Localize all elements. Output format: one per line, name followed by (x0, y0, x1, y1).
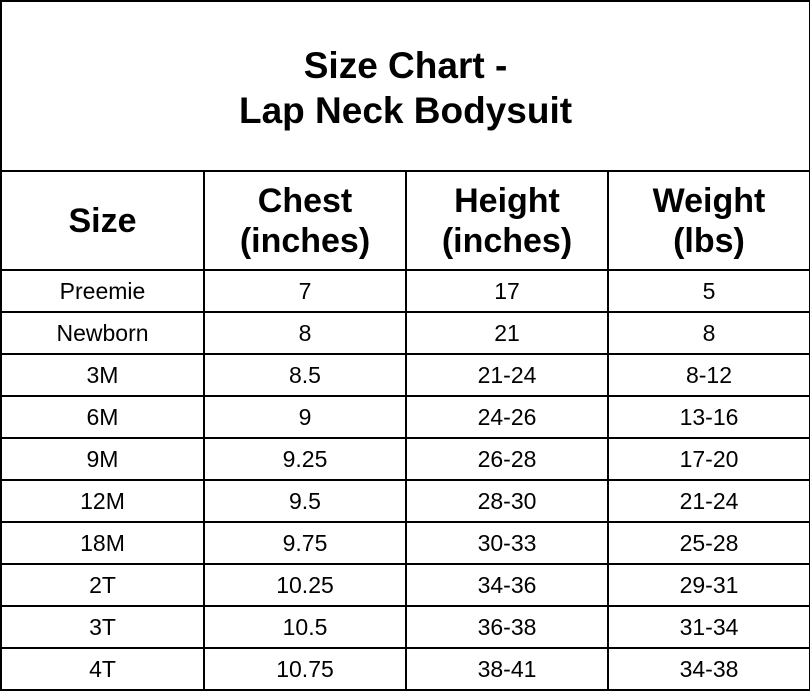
table-cell: 8 (203, 311, 407, 355)
table-cell: 26-28 (405, 437, 609, 481)
table-cell: 12M (0, 479, 205, 523)
table-cell: 3M (0, 353, 205, 397)
title-line-2: Lap Neck Bodysuit (238, 90, 573, 131)
table-cell: 9.25 (203, 437, 407, 481)
table-cell: 18M (0, 521, 205, 565)
table-cell: 9 (203, 395, 407, 439)
table-cell: 17-20 (606, 437, 810, 481)
column-header: Size (0, 170, 205, 271)
table-cell: 21-24 (606, 479, 810, 523)
column-header-line1: Height (454, 181, 560, 220)
table-cell: 10.5 (203, 605, 407, 649)
table-cell: 9M (0, 437, 205, 481)
table-cell: 25-28 (606, 521, 810, 565)
table-cell: 8 (606, 311, 810, 355)
table-cell: 31-34 (606, 605, 810, 649)
table-cell: 4T (0, 647, 205, 691)
table-cell: 21-24 (405, 353, 609, 397)
table-cell: 5 (606, 269, 810, 313)
table-row: 2T 10.25 34-36 29-31 (0, 563, 810, 607)
table-cell: 9.75 (203, 521, 407, 565)
column-header-line1: Chest (257, 181, 353, 220)
table-cell: 6M (0, 395, 205, 439)
column-header-line2: (inches) (441, 221, 573, 260)
table-row: 9M 9.25 26-28 17-20 (0, 437, 810, 481)
table-row: Newborn 8 21 8 (0, 311, 810, 355)
table-cell: 10.75 (203, 647, 407, 691)
column-header-line2: (lbs) (673, 221, 745, 260)
column-header-line1: Size (68, 201, 137, 240)
table-cell: 21 (405, 311, 609, 355)
column-header-line2: (inches) (239, 221, 371, 260)
table-row: 6M 9 24-26 13-16 (0, 395, 810, 439)
table-row: 3M 8.5 21-24 8-12 (0, 353, 810, 397)
table-cell: 36-38 (405, 605, 609, 649)
title-line-1: Size Chart - (303, 45, 508, 86)
table-cell: Newborn (0, 311, 205, 355)
table-row: 12M 9.5 28-30 21-24 (0, 479, 810, 523)
table-cell: 28-30 (405, 479, 609, 523)
table-cell: 10.25 (203, 563, 407, 607)
table-cell: 29-31 (606, 563, 810, 607)
table-cell: 17 (405, 269, 609, 313)
column-header-line1: Weight (652, 181, 766, 220)
table-cell: 9.5 (203, 479, 407, 523)
table-row: 3T 10.5 36-38 31-34 (0, 605, 810, 649)
table-cell: 8.5 (203, 353, 407, 397)
column-header: Chest (inches) (203, 170, 407, 271)
table-cell: 8-12 (606, 353, 810, 397)
table-cell: 13-16 (606, 395, 810, 439)
table-cell: 24-26 (405, 395, 609, 439)
table-cell: 3T (0, 605, 205, 649)
table-cell: 2T (0, 563, 205, 607)
column-header: Height (inches) (405, 170, 609, 271)
table-cell: 38-41 (405, 647, 609, 691)
column-header: Weight (lbs) (606, 170, 810, 271)
table-cell: Preemie (0, 269, 205, 313)
table-cell: 34-36 (405, 563, 609, 607)
table-row: 18M 9.75 30-33 25-28 (0, 521, 810, 565)
table-cell: 30-33 (405, 521, 609, 565)
table-row: 4T 10.75 38-41 34-38 (0, 647, 810, 691)
table-cell: 34-38 (606, 647, 810, 691)
table-row: Preemie 7 17 5 (0, 269, 810, 313)
table-cell: 7 (203, 269, 407, 313)
chart-title: Size Chart - Lap Neck Bodysuit (0, 0, 810, 172)
